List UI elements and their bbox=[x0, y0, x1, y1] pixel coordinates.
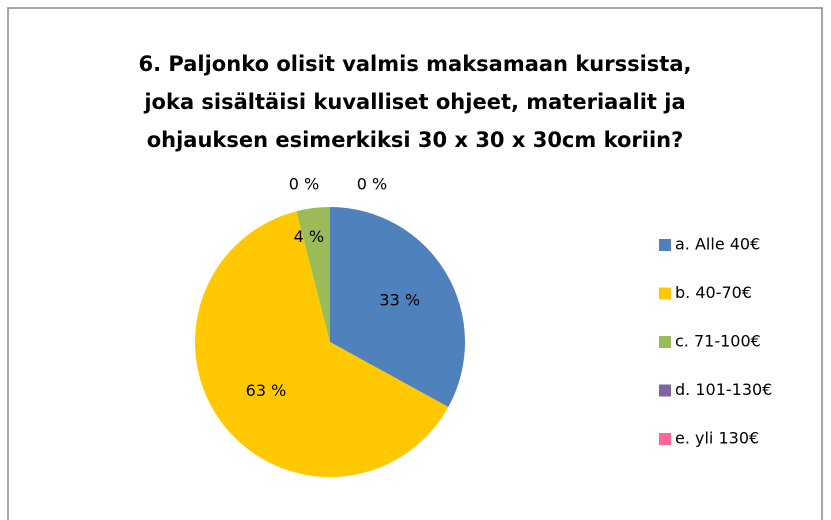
legend-swatch bbox=[659, 384, 671, 397]
chart-title: joka sisältäisi kuvalliset ohjeet, mater… bbox=[143, 90, 685, 114]
legend-label: b. 40-70€ bbox=[675, 283, 752, 302]
legend-label: c. 71-100€ bbox=[675, 332, 761, 351]
data-label: 4 % bbox=[294, 227, 324, 246]
legend-label: e. yli 130€ bbox=[675, 429, 759, 448]
data-label: 63 % bbox=[246, 381, 287, 400]
legend-swatch bbox=[659, 287, 671, 300]
legend-label: a. Alle 40€ bbox=[675, 235, 760, 254]
pie-slice bbox=[296, 207, 330, 342]
chart-title: 6. Paljonko olisit valmis maksamaan kurs… bbox=[139, 52, 692, 76]
data-label: 0 % bbox=[289, 175, 319, 194]
data-label: 0 % bbox=[357, 175, 387, 194]
legend-label: d. 101-130€ bbox=[675, 380, 772, 399]
pie-slice bbox=[194, 211, 449, 477]
legend-swatch bbox=[659, 336, 671, 348]
pie-slice bbox=[330, 207, 465, 408]
chart-title: ohjauksen esimerkiksi 30 x 30 x 30cm kor… bbox=[147, 128, 684, 152]
legend-swatch bbox=[659, 433, 671, 445]
data-label: 33 % bbox=[379, 290, 420, 309]
legend-swatch bbox=[659, 239, 671, 251]
